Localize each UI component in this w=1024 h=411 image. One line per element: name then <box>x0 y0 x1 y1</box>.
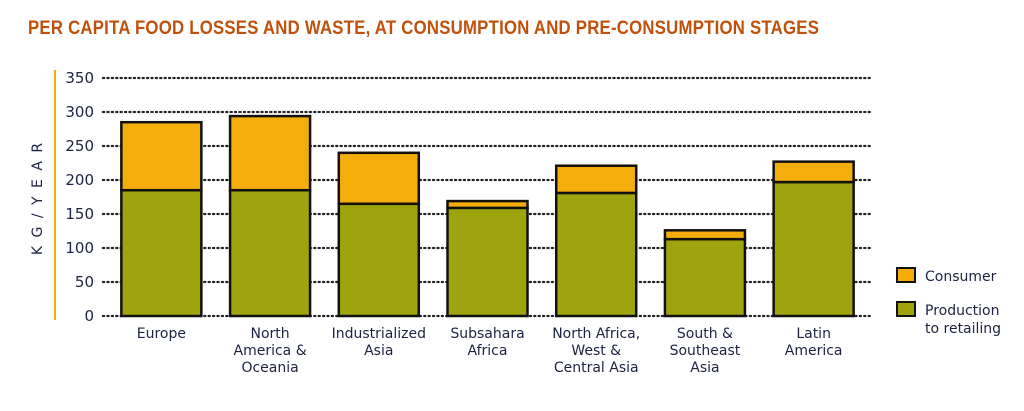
bar-production <box>772 180 855 318</box>
bar-production <box>337 202 421 318</box>
y-tick-label: 300 <box>65 103 94 121</box>
legend-swatch-production <box>896 301 916 317</box>
y-tick-label: 100 <box>65 239 94 257</box>
x-tick-label: Central Asia <box>554 360 639 376</box>
bar-consumer <box>446 199 529 210</box>
legend-label-production: to retailing <box>925 321 1001 337</box>
x-tick-label: Asia <box>364 343 393 359</box>
x-tick-label: Industrialized <box>332 326 426 342</box>
y-axis-label: K G / Y E A R <box>30 141 46 255</box>
y-tick-label: 350 <box>65 69 94 87</box>
bar-consumer <box>337 151 421 206</box>
bar-production <box>663 237 747 318</box>
y-tick-label: 250 <box>65 137 94 155</box>
legend-swatch-consumer <box>896 267 916 283</box>
bar-production <box>228 188 312 318</box>
x-tick-label: Europe <box>137 326 186 342</box>
legend-label-consumer: Consumer <box>925 269 997 285</box>
y-tick-label: 150 <box>65 205 94 223</box>
bar-production <box>120 188 203 318</box>
x-tick-label: Southeast <box>670 343 741 359</box>
bar-consumer <box>772 160 855 184</box>
x-tick-label: North Africa, <box>552 326 640 342</box>
x-tick-label: Latin <box>796 326 831 342</box>
y-tick-label: 200 <box>65 171 94 189</box>
x-tick-label: South & <box>677 326 733 342</box>
y-tick-label: 0 <box>84 307 94 325</box>
x-tick-label: West & <box>571 343 621 359</box>
bar-production <box>554 191 638 318</box>
x-tick-label: Oceania <box>241 360 298 376</box>
bar-consumer <box>554 164 638 195</box>
x-tick-label: America <box>785 343 843 359</box>
bar-consumer <box>663 229 747 241</box>
chart-title: PER CAPITA FOOD LOSSES AND WASTE, AT CON… <box>28 18 820 39</box>
bar-consumer <box>120 120 203 192</box>
x-tick-label: America & <box>234 343 307 359</box>
y-tick-label: 50 <box>75 273 94 291</box>
bar-production <box>446 206 529 318</box>
x-tick-label: Subsahara <box>450 326 524 342</box>
x-tick-label: Asia <box>690 360 719 376</box>
x-tick-label: Africa <box>468 343 508 359</box>
x-tick-label: North <box>250 326 289 342</box>
legend-label-production: Production <box>925 303 999 319</box>
bar-consumer <box>228 114 312 192</box>
